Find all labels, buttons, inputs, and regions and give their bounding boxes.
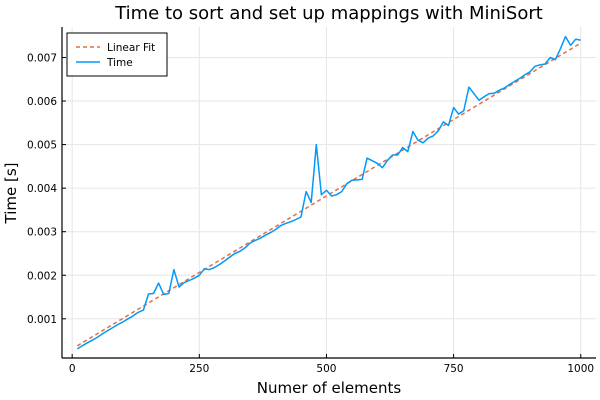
y-tick-label: 0.007 [27, 52, 57, 64]
y-ticks: 0.001 0.002 0.003 0.004 0.005 0.006 0.007 [27, 52, 66, 326]
x-axis-label: Numer of elements [257, 379, 402, 397]
y-axis-label: Time [s] [2, 163, 20, 225]
x-tick-label: 250 [189, 363, 209, 375]
y-tick-label: 0.006 [27, 96, 57, 108]
x-tick-label: 750 [444, 363, 464, 375]
legend: Linear Fit Time [66, 32, 168, 77]
legend-label-linear-fit: Linear Fit [107, 42, 155, 54]
legend-label-time: Time [106, 57, 133, 69]
legend-box [66, 32, 168, 77]
x-tick-label: 500 [316, 363, 336, 375]
x-tick-label: 1000 [567, 363, 594, 375]
y-tick-label: 0.005 [27, 140, 57, 152]
y-tick-label: 0.002 [27, 270, 57, 282]
chart-title: Time to sort and set up mappings with Mi… [114, 3, 543, 24]
y-tick-label: 0.004 [27, 183, 57, 195]
y-tick-label: 0.001 [27, 314, 57, 326]
x-ticks: 0 250 500 750 1000 [69, 354, 594, 375]
series-layer [76, 35, 582, 350]
series-line-linear-fit [76, 42, 582, 347]
axes [61, 27, 596, 359]
series-line-time [76, 35, 581, 350]
x-tick-label: 0 [69, 363, 76, 375]
y-tick-label: 0.003 [27, 227, 57, 239]
